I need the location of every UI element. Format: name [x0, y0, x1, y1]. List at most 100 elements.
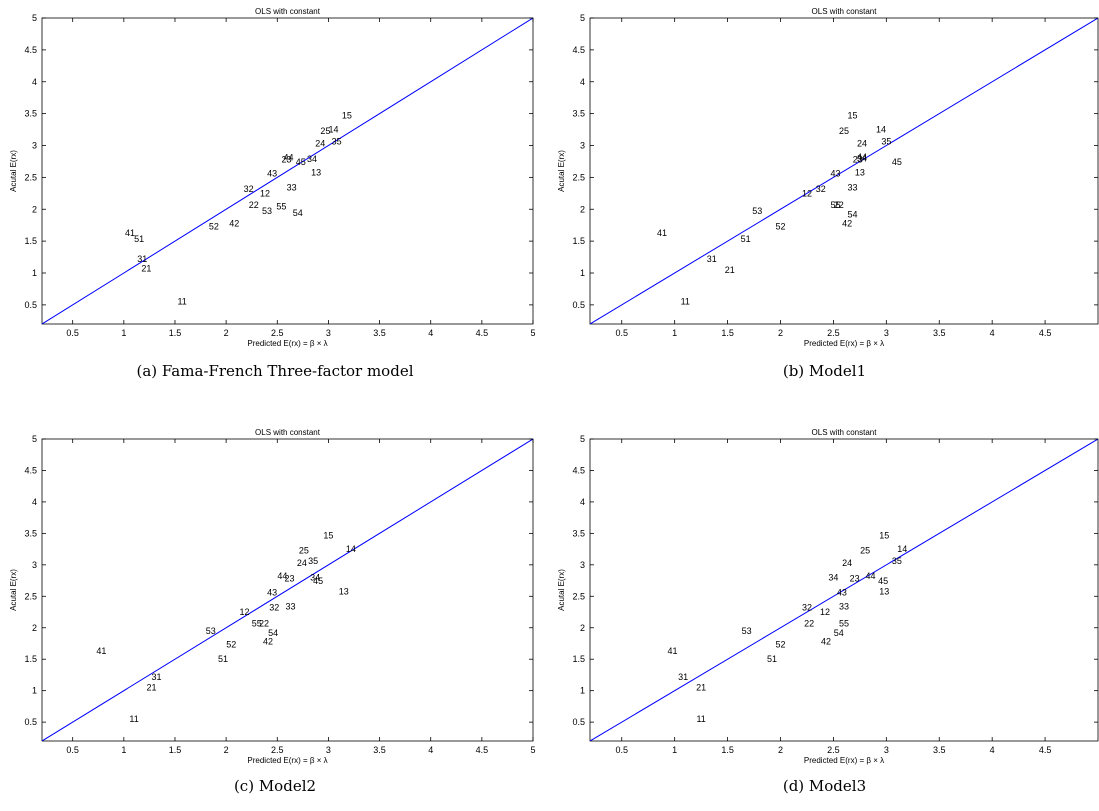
y-tick-label-c: 0.5 — [24, 717, 37, 727]
x-tick-label-a: 2 — [224, 328, 229, 338]
point-label-c-12: 12 — [240, 607, 250, 617]
x-tick-label-d: 3.5 — [933, 745, 946, 755]
point-label-d-41: 41 — [668, 646, 678, 656]
point-label-d-51: 51 — [767, 654, 777, 664]
point-label-c-14: 14 — [346, 544, 356, 554]
point-label-b-11: 11 — [681, 297, 690, 307]
plot-area-a — [41, 17, 534, 325]
point-label-a-11: 11 — [177, 297, 186, 307]
y-tick-label-d: 3 — [580, 560, 585, 570]
point-label-a-34: 34 — [307, 154, 317, 164]
point-label-c-13: 13 — [339, 586, 349, 596]
point-label-a-41: 41 — [125, 228, 135, 238]
x-tick-label-a: 1 — [121, 328, 126, 338]
x-tick-label-b: 1.5 — [721, 328, 734, 338]
x-tick-label-c: 4 — [428, 745, 433, 755]
point-label-c-45: 45 — [313, 576, 323, 586]
y-tick-label-d: 5 — [580, 434, 585, 444]
x-tick-label-d: 2 — [778, 745, 783, 755]
point-label-c-35: 35 — [308, 556, 318, 566]
y-tick-label-a: 2.5 — [24, 172, 37, 182]
point-label-c-34: 34 — [310, 572, 320, 582]
y-tick-label-d: 4.5 — [572, 465, 585, 475]
panel-c: 0.5 1 1.5 2 2.5 3 3.5 4 4.5 5 0.5 1 1.5 2 2.5 3 3.5 4 4.5 5… — [0, 418, 550, 811]
reference-line-d — [590, 439, 1098, 741]
caption-a: (a) Fama-French Three-factor model — [136, 362, 414, 380]
scatter-chart-a: 0.5 1 1.5 2 2.5 3 3.5 4 4.5 5 0.5 1 1.5 2 2.5 3 3.5 4 4.5 5… — [9, 7, 536, 348]
point-label-d-11: 11 — [696, 714, 705, 724]
point-label-a-14: 14 — [329, 125, 339, 135]
chart-title-b: OLS with constant — [812, 7, 878, 16]
x-tick-label-d: 0.5 — [615, 745, 628, 755]
plot-area-b — [589, 17, 1099, 325]
point-label-b-12: 12 — [802, 188, 812, 198]
x-tick-label-b: 0.5 — [615, 328, 628, 338]
chart-title-d: OLS with constant — [812, 428, 878, 437]
y-axis-label-a: Acutal E(rx) — [9, 150, 18, 192]
point-label-d-32: 32 — [802, 603, 812, 613]
point-label-a-32: 32 — [244, 184, 254, 194]
point-label-d-55: 55 — [839, 618, 849, 628]
x-tick-label-b: 1 — [672, 328, 677, 338]
point-label-c-24: 24 — [297, 558, 307, 568]
x-tick-label-d: 1 — [672, 745, 677, 755]
reference-line-c — [42, 439, 533, 741]
point-label-c-33: 33 — [286, 601, 296, 611]
x-axis-label-d: Predicted E(rx) = β × λ — [804, 756, 884, 765]
point-label-d-52: 52 — [775, 640, 785, 650]
point-label-c-51: 51 — [218, 654, 228, 664]
x-tick-label-a: 3 — [326, 328, 331, 338]
point-label-a-12: 12 — [260, 188, 270, 198]
scatter-chart-c: 0.5 1 1.5 2 2.5 3 3.5 4 4.5 5 0.5 1 1.5 2 2.5 3 3.5 4 4.5 5… — [9, 428, 536, 765]
point-label-a-51: 51 — [134, 234, 144, 244]
caption-d: (d) Model3 — [782, 777, 867, 795]
point-label-d-21: 21 — [696, 683, 706, 693]
y-tick-label-d: 0.5 — [572, 717, 585, 727]
point-label-c-21: 21 — [146, 683, 156, 693]
point-label-b-45: 45 — [892, 157, 902, 167]
panel-b: 0.5 1 1.5 2 2.5 3 3.5 4 4.5 0.5 1 1.5 2 2.5 3 3.5 4 4.5 5 O… — [550, 0, 1099, 405]
y-tick-label-d: 2.5 — [572, 591, 585, 601]
x-tick-label-d: 4 — [990, 745, 995, 755]
y-tick-label-a: 4.5 — [24, 45, 37, 55]
point-label-a-45: 45 — [296, 157, 306, 167]
point-label-c-11: 11 — [129, 714, 138, 724]
y-tick-label-c: 4.5 — [24, 465, 37, 475]
point-label-c-42: 42 — [263, 637, 273, 647]
point-label-d-12: 12 — [820, 607, 830, 617]
y-tick-label-a: 3 — [32, 141, 37, 151]
x-tick-label-a: 5 — [530, 328, 535, 338]
point-label-c-22: 22 — [259, 618, 269, 628]
y-tick-label-b: 0.5 — [572, 300, 585, 310]
point-label-c-44: 44 — [277, 571, 287, 581]
point-label-d-13: 13 — [879, 586, 889, 596]
point-label-d-54: 54 — [834, 628, 844, 638]
point-label-c-55: 55 — [252, 618, 262, 628]
point-label-d-31: 31 — [678, 672, 688, 682]
point-label-a-13: 13 — [311, 167, 321, 177]
point-label-b-54: 54 — [847, 209, 857, 219]
x-tick-label-d: 4.5 — [1039, 745, 1052, 755]
x-tick-label-a: 1.5 — [169, 328, 182, 338]
y-tick-label-a: 3.5 — [24, 109, 37, 119]
y-tick-label-c: 3 — [32, 560, 37, 570]
x-axis-label-c: Predicted E(rx) = β × λ — [247, 756, 327, 765]
point-label-a-33: 33 — [287, 183, 297, 193]
point-label-b-32: 32 — [816, 184, 826, 194]
point-label-b-43: 43 — [831, 169, 841, 179]
x-tick-label-b: 4.5 — [1039, 328, 1052, 338]
point-label-b-31: 31 — [707, 254, 717, 264]
y-tick-label-c: 3.5 — [24, 528, 37, 538]
point-label-a-24: 24 — [315, 139, 325, 149]
y-tick-label-c: 4 — [32, 497, 37, 507]
point-label-c-54: 54 — [268, 628, 278, 638]
point-label-a-35: 35 — [332, 137, 342, 147]
point-label-b-33: 33 — [847, 183, 857, 193]
point-label-c-23: 23 — [285, 574, 295, 584]
y-tick-label-d: 3.5 — [572, 528, 585, 538]
x-tick-label-a: 4 — [428, 328, 433, 338]
point-label-c-43: 43 — [267, 588, 277, 598]
point-label-c-41: 41 — [96, 646, 106, 656]
point-label-a-22: 22 — [249, 200, 259, 210]
point-label-c-15: 15 — [323, 530, 333, 540]
